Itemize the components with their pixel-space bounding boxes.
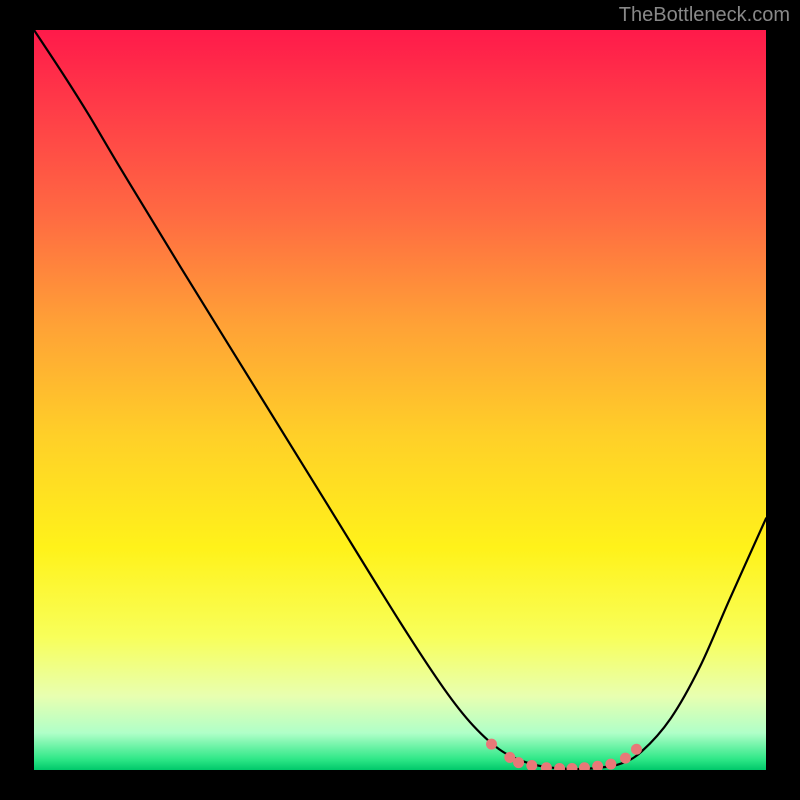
watermark-text: TheBottleneck.com <box>619 4 790 27</box>
chart-svg <box>34 30 766 770</box>
marker-dot <box>631 744 642 755</box>
marker-dot <box>605 759 616 770</box>
marker-dot <box>486 739 497 750</box>
marker-dot <box>620 753 631 764</box>
chart-container: TheBottleneck.com <box>0 0 800 800</box>
marker-dot <box>513 757 524 768</box>
plot-area <box>34 30 766 770</box>
gradient-background <box>34 30 766 770</box>
